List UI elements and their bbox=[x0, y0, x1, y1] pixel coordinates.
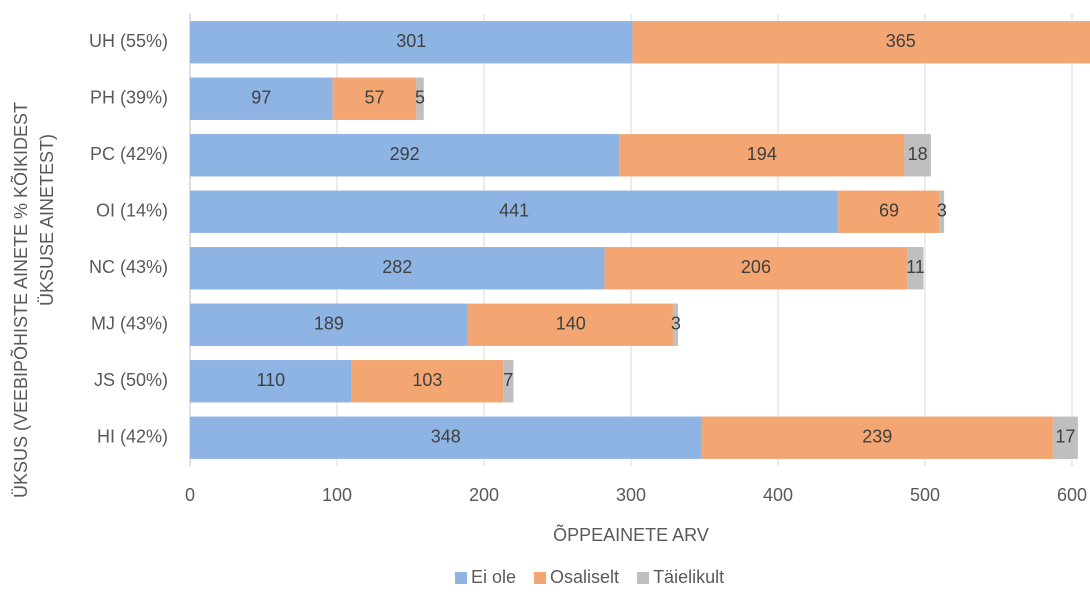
bar-segment bbox=[190, 21, 633, 64]
bar-segment bbox=[1052, 416, 1078, 459]
data-label: 3 bbox=[937, 201, 947, 221]
bar-segment bbox=[904, 134, 931, 177]
y-tick-label: PC (42%) bbox=[90, 144, 168, 164]
data-label: 282 bbox=[382, 257, 412, 277]
data-label: 292 bbox=[390, 144, 420, 164]
bar-segment bbox=[467, 303, 674, 346]
x-tick-label: 300 bbox=[616, 485, 646, 505]
data-label: 5 bbox=[415, 88, 425, 108]
data-label: 189 bbox=[314, 314, 344, 334]
data-label: 103 bbox=[412, 370, 442, 390]
data-label: 11 bbox=[906, 257, 925, 277]
bar-segment bbox=[939, 190, 945, 233]
bar-segment bbox=[604, 247, 908, 290]
data-label: 69 bbox=[879, 201, 899, 221]
bar-segment bbox=[673, 303, 679, 346]
y-tick-label: UH (55%) bbox=[89, 31, 168, 51]
data-label: 140 bbox=[556, 314, 586, 334]
data-label: 441 bbox=[499, 201, 529, 221]
bar-segment bbox=[190, 77, 333, 120]
bar-segment bbox=[701, 416, 1053, 459]
bar-segment bbox=[619, 134, 905, 177]
y-tick-label: HI (42%) bbox=[97, 427, 168, 447]
x-tick-label: 100 bbox=[322, 485, 352, 505]
legend-swatch bbox=[534, 572, 547, 584]
data-label: 365 bbox=[886, 31, 916, 51]
x-tick-label: 400 bbox=[763, 485, 793, 505]
bar-segment bbox=[190, 416, 702, 459]
bar-segment bbox=[190, 247, 605, 290]
data-label: 239 bbox=[862, 427, 892, 447]
bar-segment bbox=[503, 360, 514, 403]
x-tick-label: 0 bbox=[185, 485, 195, 505]
x-tick-label: 500 bbox=[910, 485, 940, 505]
legend-swatch bbox=[455, 572, 467, 584]
legend-label: Ei ole bbox=[471, 567, 516, 587]
data-label: 7 bbox=[503, 370, 513, 390]
y-tick-label: PH (39%) bbox=[90, 88, 168, 108]
x-axis-label: ÕPPEAINETE ARV bbox=[553, 524, 709, 545]
bar-segment bbox=[632, 21, 1090, 64]
bar-segment bbox=[907, 247, 924, 290]
data-label: 206 bbox=[741, 257, 771, 277]
y-axis-label: ÜKSUS (VEEBIPÕHISTE AINETE % KÕIKIDEST bbox=[10, 102, 31, 498]
data-label: 348 bbox=[431, 427, 461, 447]
legend-swatch bbox=[637, 572, 650, 584]
x-tick-label: 600 bbox=[1057, 485, 1087, 505]
y-tick-label: MJ (43%) bbox=[91, 314, 168, 334]
bar-segment bbox=[351, 360, 504, 403]
data-label: 110 bbox=[256, 370, 285, 390]
data-label: 97 bbox=[251, 88, 271, 108]
bar-segment bbox=[190, 134, 620, 177]
data-label: 3 bbox=[671, 314, 681, 334]
bar-segment bbox=[416, 77, 424, 120]
data-label: 194 bbox=[747, 144, 777, 164]
data-label: 18 bbox=[908, 144, 928, 164]
data-label: 301 bbox=[396, 31, 426, 51]
bar-segment bbox=[190, 360, 352, 403]
bar-segment bbox=[838, 190, 940, 233]
data-label: 57 bbox=[364, 88, 384, 108]
data-label: 17 bbox=[1055, 427, 1075, 447]
bar-segment bbox=[190, 303, 468, 346]
x-tick-label: 200 bbox=[469, 485, 499, 505]
bar-segment bbox=[332, 77, 417, 120]
y-tick-label: JS (50%) bbox=[94, 370, 168, 390]
y-axis-label: ÜKSUSE AINETEST) bbox=[37, 134, 57, 306]
y-tick-label: NC (43%) bbox=[89, 257, 168, 277]
legend-label: Osaliselt bbox=[550, 567, 619, 587]
bar-segment bbox=[190, 190, 839, 233]
legend-label: Täielikult bbox=[653, 567, 724, 587]
y-tick-label: OI (14%) bbox=[96, 201, 168, 221]
